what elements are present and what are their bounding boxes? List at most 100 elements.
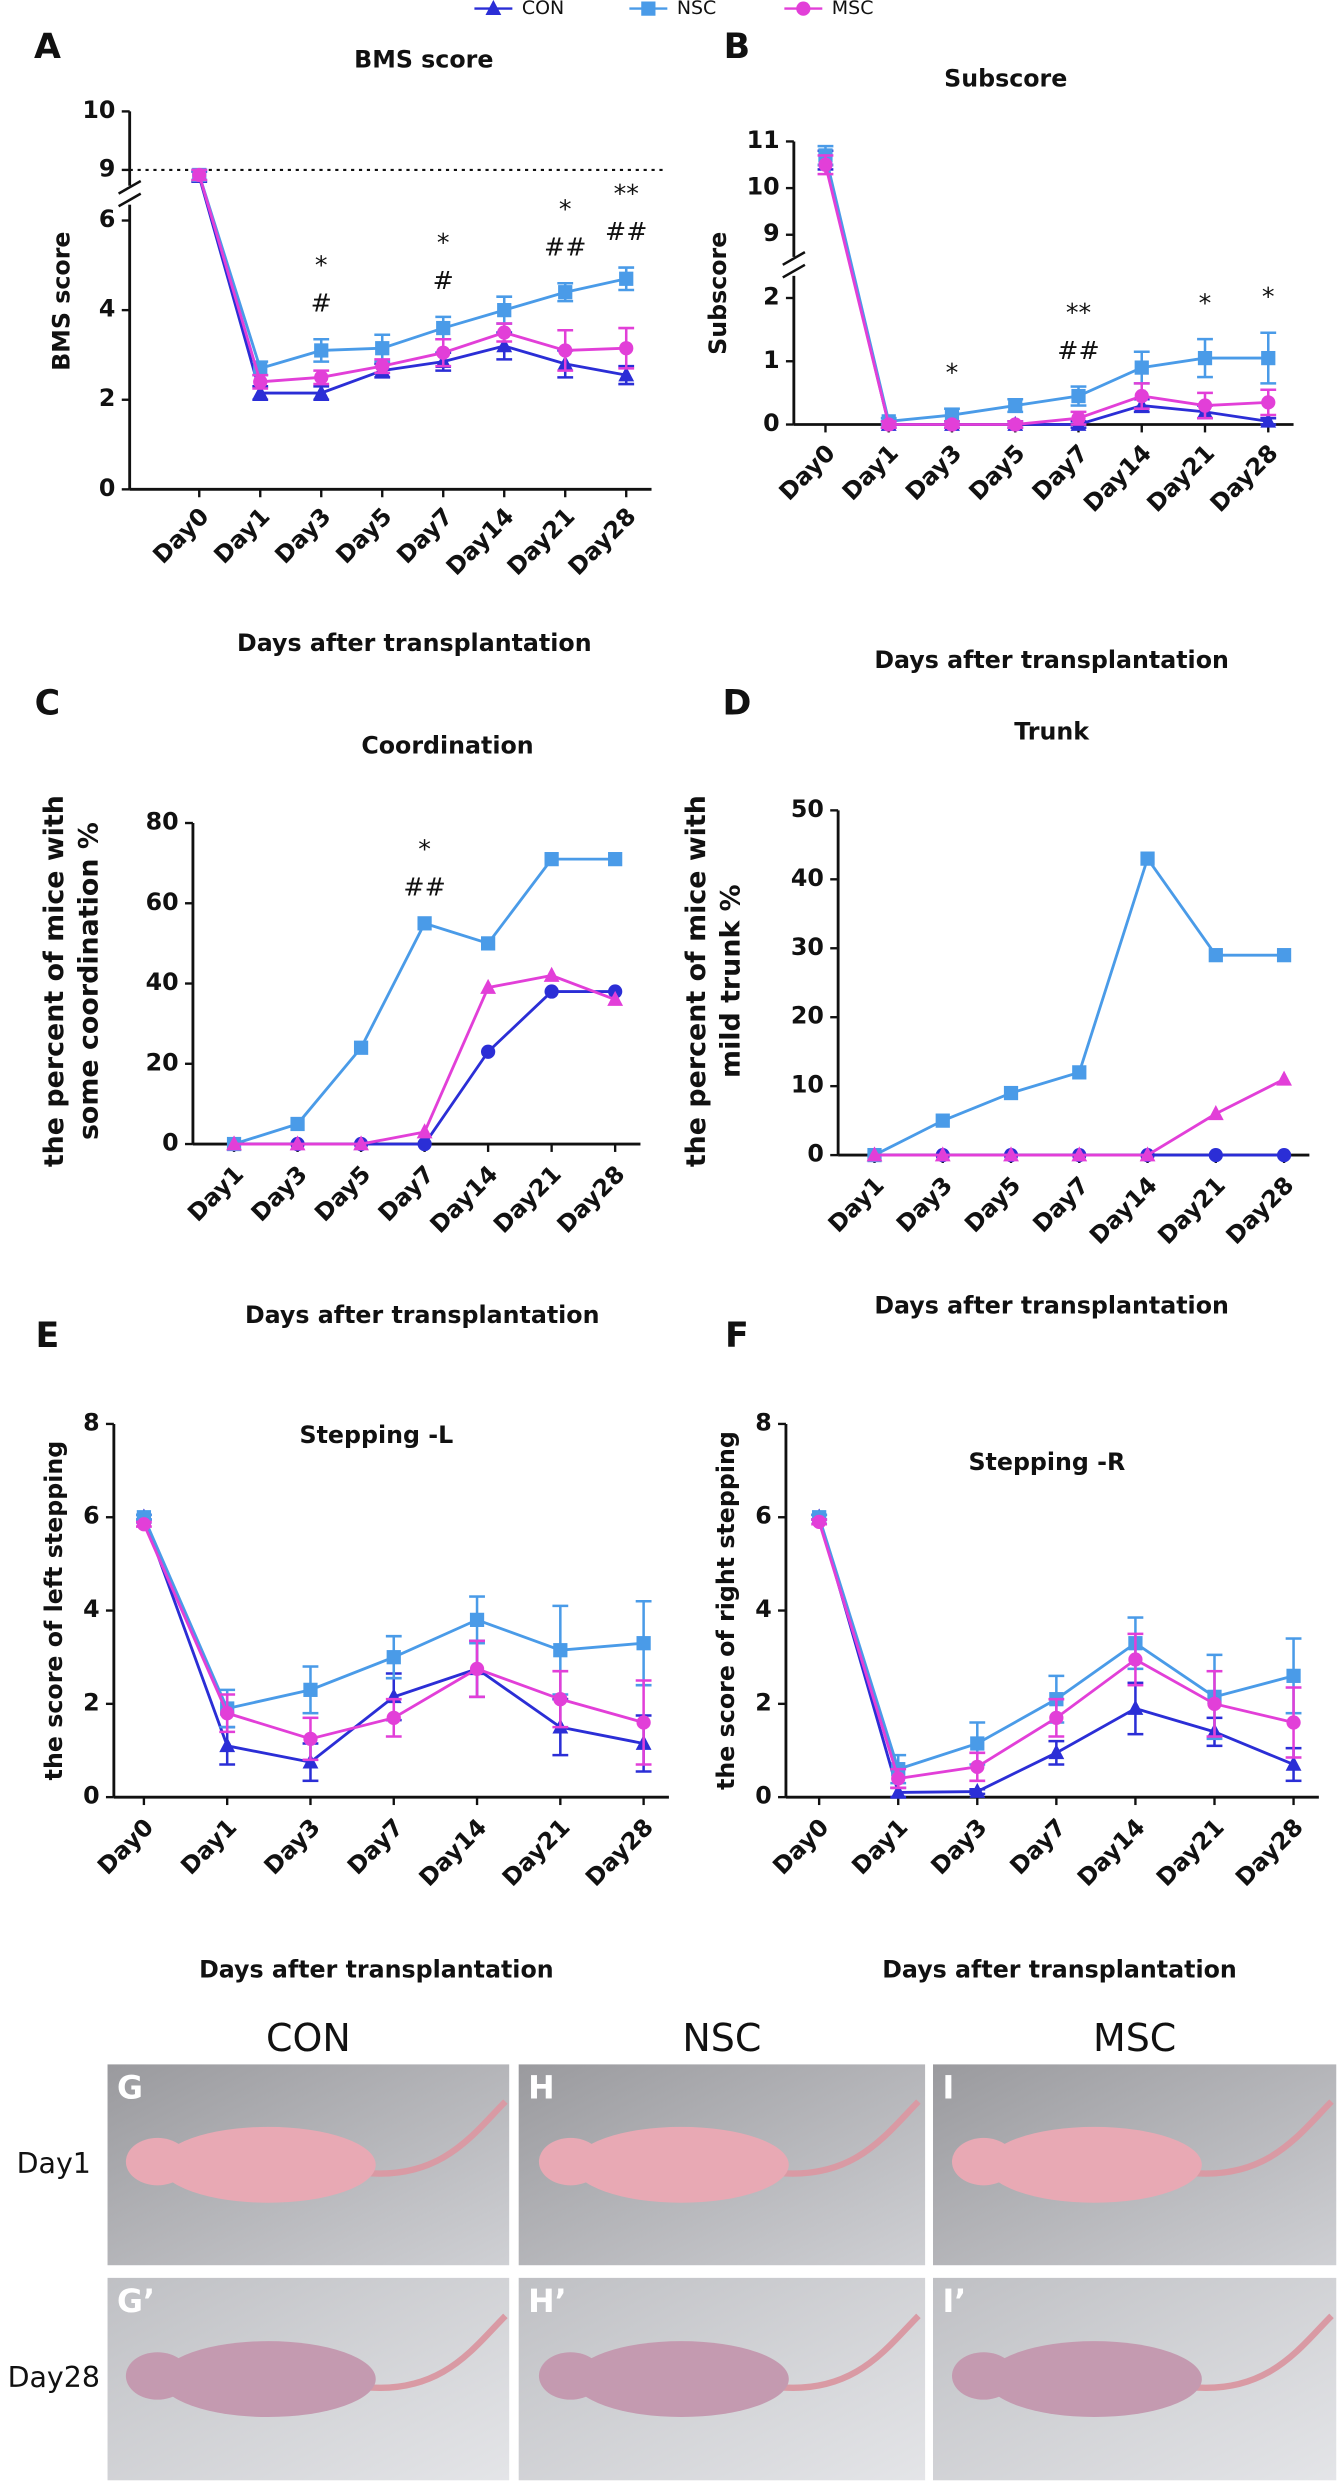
- data-point: [417, 916, 432, 931]
- data-point: [480, 978, 497, 994]
- x-tick-label: Day1: [846, 1813, 913, 1880]
- x-tick-label: Day14: [424, 1160, 503, 1239]
- x-tick-label: Day28: [1220, 1171, 1299, 1250]
- row-label: Day28: [8, 2361, 100, 2394]
- series-line: [197, 176, 627, 395]
- mouse-head: [538, 2137, 603, 2186]
- mouse-body: [986, 2341, 1202, 2418]
- data-point: [881, 417, 896, 432]
- data-point: [1207, 1696, 1222, 1711]
- data-point: [353, 1135, 369, 1151]
- mouse-body: [160, 2126, 376, 2203]
- x-tick-label: Day5: [309, 1160, 376, 1227]
- x-axis-label: Days after transplantation: [245, 1301, 600, 1329]
- significance-mark: ##: [605, 217, 647, 246]
- y-tick-label: 2: [763, 283, 780, 311]
- column-label: MSC: [1093, 2016, 1176, 2060]
- data-point: [303, 1731, 318, 1746]
- data-point: [1071, 1146, 1088, 1162]
- axis-break-mark: [782, 251, 806, 266]
- legend-marker: [485, 0, 502, 15]
- series-line: [824, 164, 1269, 426]
- data-point: [480, 936, 496, 951]
- data-point: [558, 343, 573, 358]
- x-tick-label: Day28: [552, 1160, 631, 1239]
- data-point: [1134, 388, 1149, 404]
- x-tick-label: Day0: [147, 502, 214, 569]
- data-point: [1003, 1085, 1019, 1101]
- significance-mark: *: [1199, 288, 1212, 317]
- photo-panel-label: H: [528, 2071, 554, 2107]
- data-point: [314, 370, 329, 385]
- x-tick-label: Day0: [774, 439, 841, 506]
- data-point: [436, 320, 451, 336]
- data-point: [469, 1612, 485, 1627]
- legend-label: NSC: [677, 0, 716, 19]
- x-tick-label: Day1: [823, 1171, 890, 1238]
- data-point: [436, 345, 451, 360]
- x-tick-label: Day28: [563, 502, 642, 581]
- mouse-tail: [1188, 2099, 1334, 2177]
- panel-letter: B: [724, 27, 751, 67]
- x-tick-label: Day5: [330, 502, 397, 569]
- data-point: [1003, 1146, 1019, 1162]
- mouse-tail: [775, 2313, 921, 2392]
- chart-title: Trunk: [1014, 717, 1090, 745]
- significance-mark: **: [1066, 298, 1091, 327]
- chart-title: Coordination: [361, 732, 533, 760]
- data-point: [496, 337, 513, 353]
- data-point: [553, 1643, 568, 1658]
- data-point: [290, 1116, 305, 1132]
- data-point: [1286, 1668, 1301, 1683]
- data-point: [544, 984, 559, 999]
- data-point: [252, 384, 269, 400]
- panel-letter: D: [722, 683, 751, 723]
- data-point: [313, 384, 330, 400]
- x-tick-label: Day3: [269, 502, 336, 569]
- y-tick-label: 0: [162, 1129, 179, 1157]
- y-tick-label: 6: [99, 205, 116, 233]
- significance-mark: *: [946, 358, 959, 387]
- data-point: [618, 366, 635, 382]
- data-point: [607, 990, 624, 1006]
- y-tick-label: 80: [146, 808, 179, 836]
- y-tick-label: 40: [146, 968, 179, 996]
- data-point: [386, 1650, 401, 1665]
- series-line: [197, 174, 627, 384]
- legend-label: MSC: [832, 0, 874, 19]
- legend-marker: [796, 1, 811, 16]
- column-label: CON: [266, 2016, 351, 2060]
- y-axis-label: Subscore: [704, 232, 732, 355]
- data-point: [497, 303, 512, 318]
- photo-panel-label: I’: [942, 2284, 966, 2320]
- x-tick-label: Day5: [963, 439, 1030, 506]
- panel-letter: F: [725, 1316, 749, 1356]
- photo-panel-label: G: [117, 2071, 143, 2107]
- y-tick-label: 2: [755, 1688, 772, 1716]
- data-point: [386, 1710, 401, 1725]
- x-tick-label: Day28: [580, 1813, 659, 1892]
- x-tick-label: Day3: [259, 1813, 326, 1880]
- data-point: [1008, 417, 1023, 432]
- y-axis-label: mild trunk %: [716, 884, 747, 1078]
- y-tick-label: 4: [99, 295, 116, 323]
- data-point: [1128, 1652, 1143, 1667]
- y-tick-label: 0: [99, 474, 116, 502]
- data-point: [636, 1715, 651, 1730]
- data-point: [1261, 350, 1276, 366]
- axis-break-mark: [117, 179, 142, 195]
- data-point: [1260, 412, 1277, 428]
- data-point: [619, 271, 634, 286]
- data-point: [934, 1146, 951, 1162]
- significance-mark: *: [315, 251, 328, 280]
- data-point: [289, 1135, 306, 1151]
- significance-mark: *: [559, 195, 572, 224]
- photo-panel-label: I: [942, 2071, 954, 2107]
- y-tick-label: 8: [755, 1408, 772, 1436]
- significance-mark: *: [437, 228, 450, 257]
- mouse-body: [986, 2126, 1202, 2203]
- y-axis-label: the score of right stepping: [712, 1431, 740, 1790]
- y-tick-label: 0: [763, 409, 780, 437]
- x-tick-label: Day1: [182, 1160, 249, 1227]
